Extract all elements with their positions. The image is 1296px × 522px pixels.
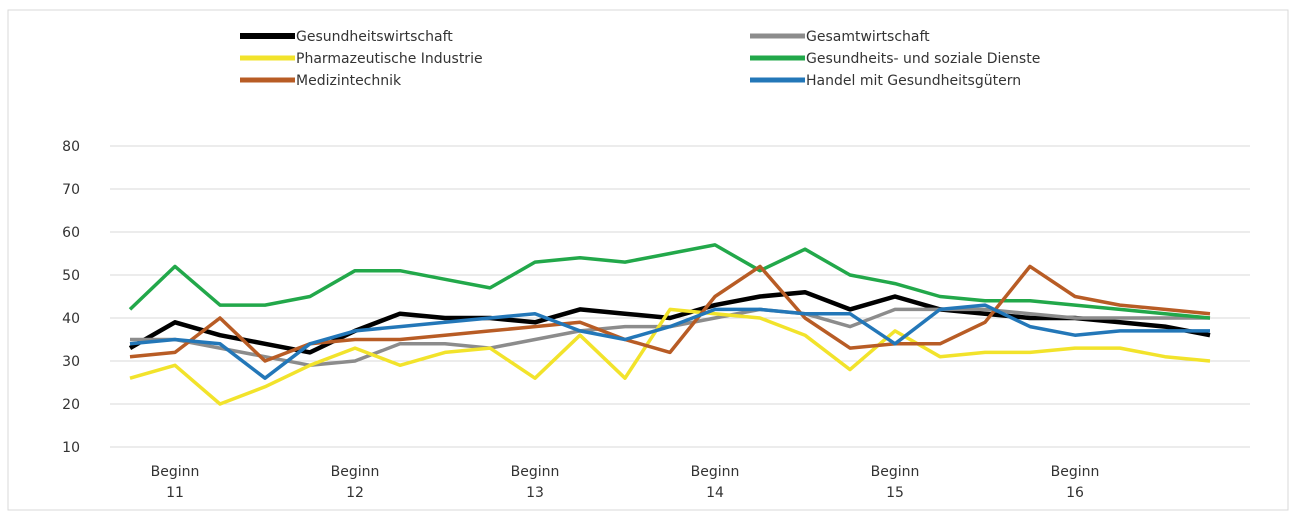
legend-label: Gesamtwirtschaft [806, 29, 930, 45]
legend-label: Pharmazeutische Industrie [296, 51, 483, 67]
chart-frame [7, 9, 1289, 511]
x-tick-label: Beginn 15 [871, 464, 920, 501]
x-tick-label: Beginn 13 [511, 464, 560, 501]
y-tick-label: 70 [62, 182, 80, 198]
series-line [129, 307, 1211, 406]
x-tick-label: Beginn 16 [1051, 464, 1100, 501]
y-tick-label: 50 [62, 268, 80, 284]
y-tick-label: 30 [62, 354, 80, 370]
y-tick-label: 10 [62, 440, 80, 456]
y-tick-label: 40 [62, 311, 80, 327]
series-line [129, 303, 1210, 380]
legend-label: Medizintechnik [296, 73, 402, 89]
series-line [128, 289, 1211, 355]
y-tick-label: 60 [62, 225, 80, 241]
series-line [128, 243, 1211, 320]
x-tick-label: Beginn 14 [691, 464, 740, 501]
y-tick-label: 80 [62, 139, 80, 155]
y-tick-label: 20 [62, 397, 80, 413]
legend-label: Gesundheits- und soziale Dienste [806, 51, 1040, 67]
x-tick-label: Beginn 12 [331, 464, 380, 501]
legend-label: Gesundheitswirtschaft [296, 29, 453, 45]
x-tick-label: Beginn 11 [151, 464, 200, 501]
legend-label: Handel mit Gesundheitsgütern [806, 73, 1021, 89]
